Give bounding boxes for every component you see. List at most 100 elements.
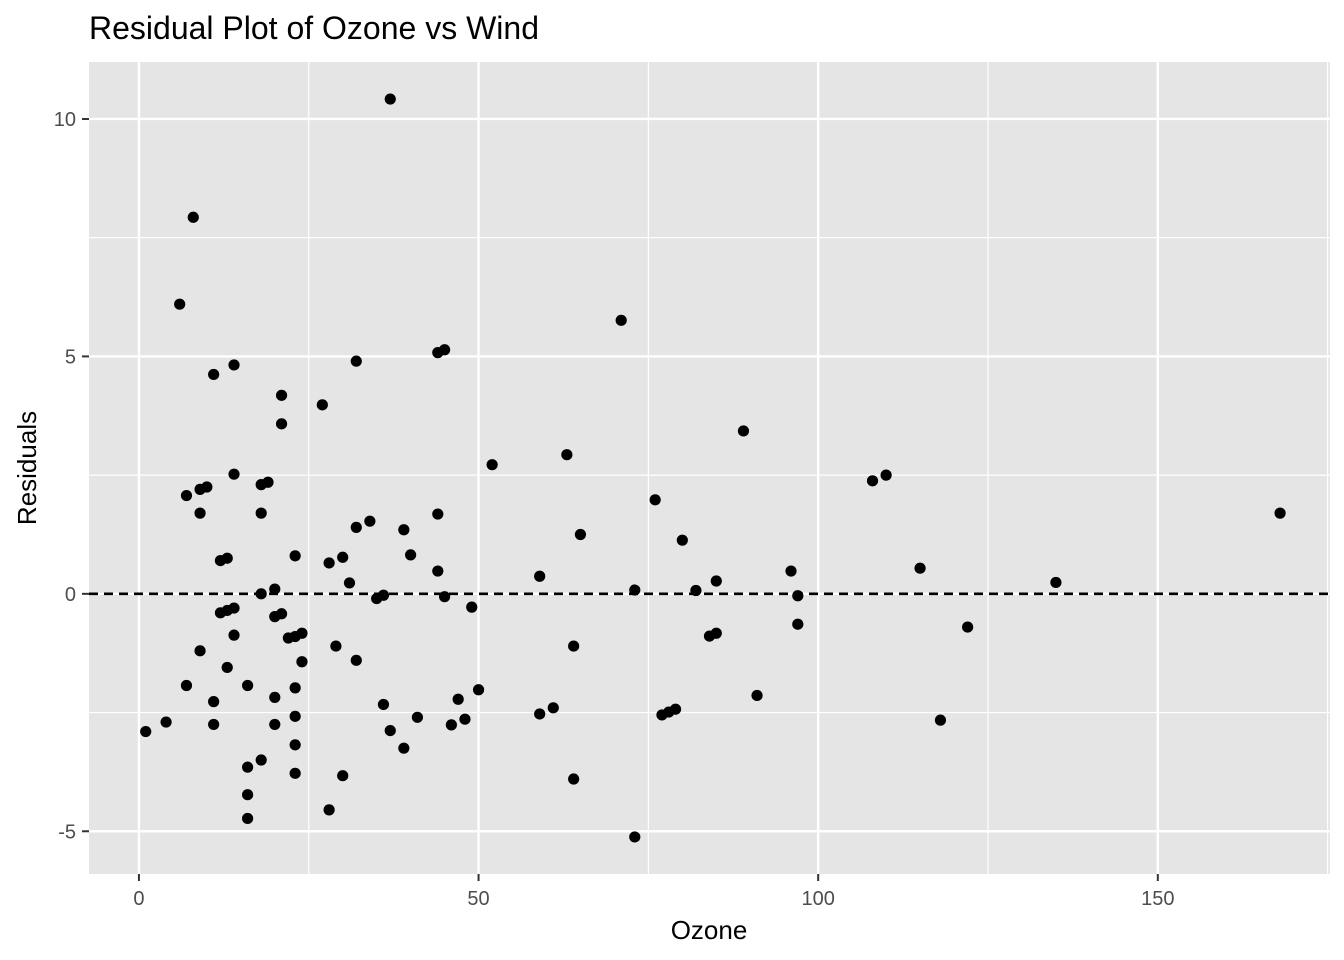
data-point xyxy=(629,584,641,596)
data-point xyxy=(255,588,267,600)
data-point xyxy=(751,689,763,702)
data-point xyxy=(411,711,424,723)
data-point xyxy=(547,702,559,714)
data-point xyxy=(710,575,722,587)
x-axis-title: Ozone xyxy=(671,915,748,945)
data-point xyxy=(289,710,301,722)
data-point xyxy=(377,698,390,711)
data-point xyxy=(296,656,308,668)
data-point xyxy=(445,719,457,731)
data-point xyxy=(568,640,580,652)
data-point xyxy=(255,754,267,766)
data-point xyxy=(289,682,301,694)
data-point xyxy=(269,691,281,703)
data-point xyxy=(1274,507,1286,519)
x-tick-label: 50 xyxy=(467,888,489,910)
data-point xyxy=(737,425,750,437)
data-point xyxy=(242,789,254,801)
data-point xyxy=(269,718,281,731)
data-point xyxy=(269,583,281,595)
data-point xyxy=(377,589,390,601)
x-tick-label: 0 xyxy=(133,888,144,910)
data-point xyxy=(962,621,974,633)
data-point xyxy=(201,481,213,493)
data-point xyxy=(534,708,546,720)
data-point xyxy=(792,618,804,630)
data-point xyxy=(323,557,335,569)
data-point xyxy=(289,550,301,562)
data-point xyxy=(187,211,199,223)
data-point xyxy=(350,654,362,666)
data-point xyxy=(1050,576,1062,589)
data-point xyxy=(275,418,288,430)
data-point xyxy=(466,601,478,613)
data-point xyxy=(561,449,573,461)
data-point xyxy=(792,590,804,602)
data-point xyxy=(534,570,546,582)
data-point xyxy=(228,468,240,480)
data-point xyxy=(289,739,301,751)
data-point xyxy=(255,507,267,519)
data-point xyxy=(649,494,661,506)
data-point xyxy=(350,521,362,533)
data-point xyxy=(221,661,233,674)
data-point xyxy=(228,359,240,371)
data-point xyxy=(296,627,308,639)
data-point xyxy=(710,627,722,639)
data-point xyxy=(866,475,879,487)
x-tick-label: 100 xyxy=(801,888,834,910)
data-point xyxy=(459,713,471,725)
data-point xyxy=(432,508,444,520)
data-point xyxy=(221,552,233,564)
data-point xyxy=(629,831,641,843)
data-point xyxy=(289,767,301,779)
y-tick-label: 10 xyxy=(54,109,76,131)
data-point xyxy=(194,645,206,657)
data-point xyxy=(486,459,498,471)
data-point xyxy=(432,565,444,577)
data-point xyxy=(180,489,193,502)
data-point xyxy=(208,368,220,381)
data-point xyxy=(452,693,464,705)
x-axis-ticks: 0 50 100 150 xyxy=(133,874,1174,910)
y-axis-ticks: -5 0 5 10 xyxy=(54,109,89,843)
data-point xyxy=(398,742,410,754)
data-point xyxy=(574,528,587,541)
data-point xyxy=(208,696,220,708)
data-point xyxy=(316,399,328,411)
data-point xyxy=(690,584,702,597)
data-point xyxy=(785,565,797,577)
data-point xyxy=(472,684,485,696)
data-point xyxy=(174,298,186,310)
y-tick-label: 5 xyxy=(65,346,76,368)
data-point xyxy=(337,770,349,782)
data-point xyxy=(242,812,254,825)
data-point xyxy=(934,714,947,726)
data-point xyxy=(669,703,682,715)
data-point xyxy=(615,314,627,326)
data-point xyxy=(676,534,688,546)
y-tick-label: -5 xyxy=(58,821,76,843)
data-point xyxy=(568,773,580,785)
data-point xyxy=(228,629,240,641)
data-point xyxy=(384,724,396,737)
data-point xyxy=(180,679,193,692)
data-point xyxy=(140,725,152,738)
data-point xyxy=(242,679,254,692)
data-point xyxy=(208,718,220,731)
data-point xyxy=(330,640,342,652)
data-point xyxy=(914,562,926,574)
data-point xyxy=(228,602,240,614)
data-point xyxy=(323,804,335,816)
data-point xyxy=(275,608,288,620)
data-point xyxy=(880,469,892,481)
data-point xyxy=(343,577,356,589)
data-point xyxy=(275,389,288,401)
y-tick-label: 0 xyxy=(65,584,76,606)
data-point xyxy=(262,476,274,488)
y-axis-title: Residuals xyxy=(12,411,42,525)
data-point xyxy=(438,591,451,603)
data-point xyxy=(337,551,349,563)
